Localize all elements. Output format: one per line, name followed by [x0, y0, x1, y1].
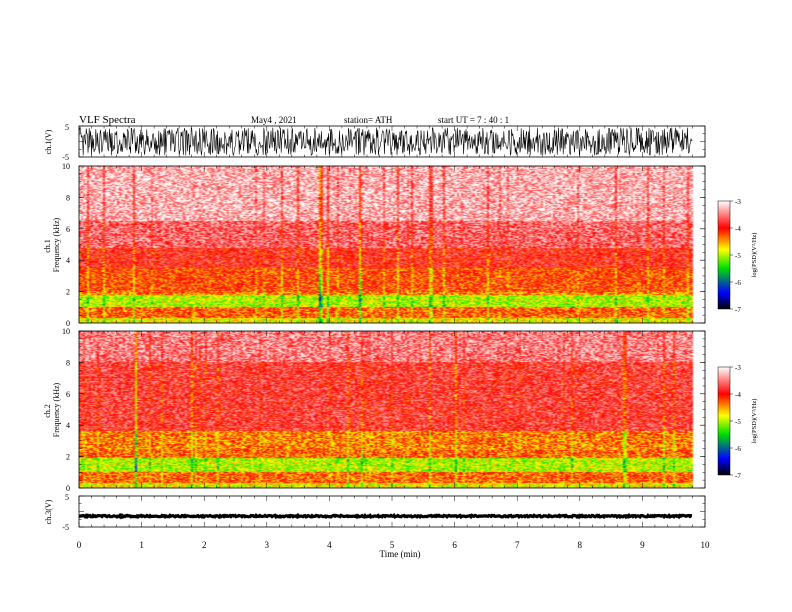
ch1-waveform-panel: 5 -5 ch.1(V): [44, 123, 706, 162]
ch3-waveform-panel: 5 -5 ch.3(V): [44, 493, 706, 532]
ch1-spectrogram-ytick: 10: [62, 162, 70, 171]
ch2-ylabel-line1: ch.2: [43, 404, 52, 418]
colorbar-tick-label: -5: [735, 418, 741, 426]
time-axis: 0 1 2 3 4 5 6 7 8 9 10: [77, 126, 710, 550]
x-tick-label: 1: [139, 540, 144, 550]
ch1-spectrogram-ytick: 8: [66, 193, 70, 202]
x-axis-label: Time (min): [380, 549, 421, 559]
ch1-ytick-top: 5: [65, 123, 69, 132]
ch1-ytick-bottom: -5: [62, 153, 69, 162]
x-tick-label: 10: [701, 540, 711, 550]
ch1-spectrogram-ylabel: ch.1 Frequency (kHz): [43, 217, 61, 272]
ch2-spectrogram-ytick: 6: [66, 390, 70, 399]
colorbar-tick-label: -3: [735, 364, 741, 372]
x-tick-label: 9: [640, 540, 645, 550]
ch1-ylabel-line1: ch.1: [43, 239, 52, 253]
ch3-waveform-trace: [78, 512, 693, 520]
colorbar-tick-label: -4: [735, 225, 741, 233]
x-tick-label: 2: [202, 540, 207, 550]
ch1-spectrogram-ytick: 2: [66, 288, 70, 297]
ch1-spectrogram-ytick: 6: [66, 225, 70, 234]
figure-title: VLF Spectra: [79, 114, 136, 126]
ch2-spectrogram-ytick: 0: [66, 484, 70, 493]
x-tick-label: 4: [327, 540, 332, 550]
colorbar-label: log(PSD)(V²/Hz): [751, 233, 758, 278]
x-tick-label: 6: [452, 540, 457, 550]
x-tick-label: 0: [77, 540, 82, 550]
x-tick-label: 5: [390, 540, 395, 550]
colorbar-gradient: [717, 366, 731, 476]
station-label: station= ATH: [344, 115, 393, 125]
ch1-ylabel: ch.1(V): [44, 129, 53, 154]
colorbar-tick-label: -6: [735, 279, 741, 287]
colorbar-label: log(PSD)(V²/Hz): [751, 399, 758, 444]
colorbar-ch1: -3 -4 -5 -6 -7 log(PSD)(V²/Hz): [717, 198, 758, 314]
colorbar-gradient: [717, 200, 731, 310]
x-tick-label: 3: [265, 540, 270, 550]
ch2-spectrogram-ytick: 8: [66, 358, 70, 367]
ch1-spectrogram-ytick: 0: [66, 319, 70, 328]
ch2-spectrogram-ytick: 10: [62, 327, 70, 336]
x-tick-label: 8: [578, 540, 583, 550]
colorbar-tick-label: -3: [735, 198, 741, 206]
ch2-spectrogram-ylabel: ch.2 Frequency (kHz): [43, 382, 61, 437]
colorbar-tick-label: -7: [735, 306, 741, 314]
colorbar-tick-label: -5: [735, 252, 741, 260]
colorbar-tick-label: -7: [735, 472, 741, 480]
ch1-spectrogram-panel: 0 2 4 6 8 10 ch.1 Frequency (kHz): [43, 162, 706, 328]
colorbar-tick-label: -6: [735, 445, 741, 453]
ch3-ytick-bottom: -5: [62, 523, 69, 532]
colorbar-tick-label: -4: [735, 391, 741, 399]
ch2-spectrogram-ytick: 2: [66, 453, 70, 462]
ch2-spectrogram-image: [79, 331, 705, 488]
ch1-spectrogram-ytick: 4: [66, 256, 70, 265]
ch1-waveform-trace: [78, 126, 693, 157]
ch1-ylabel-line2: Frequency (kHz): [52, 217, 61, 272]
colorbar-ch2: -3 -4 -5 -6 -7 log(PSD)(V²/Hz): [717, 364, 758, 480]
ch2-ylabel-line2: Frequency (kHz): [52, 382, 61, 437]
ch1-spectrogram-image: [79, 166, 705, 323]
x-tick-label: 7: [515, 540, 520, 550]
ch3-ytick-top: 5: [65, 493, 69, 502]
ch2-spectrogram-panel: 0 2 4 6 8 10 ch.2 Frequency (kHz): [43, 327, 706, 493]
start-time-label: start UT = 7 : 40 : 1: [438, 115, 509, 125]
ch3-ylabel: ch.3(V): [44, 499, 53, 524]
ch2-spectrogram-ytick: 4: [66, 421, 70, 430]
date-label: May4 , 2021: [251, 115, 297, 125]
